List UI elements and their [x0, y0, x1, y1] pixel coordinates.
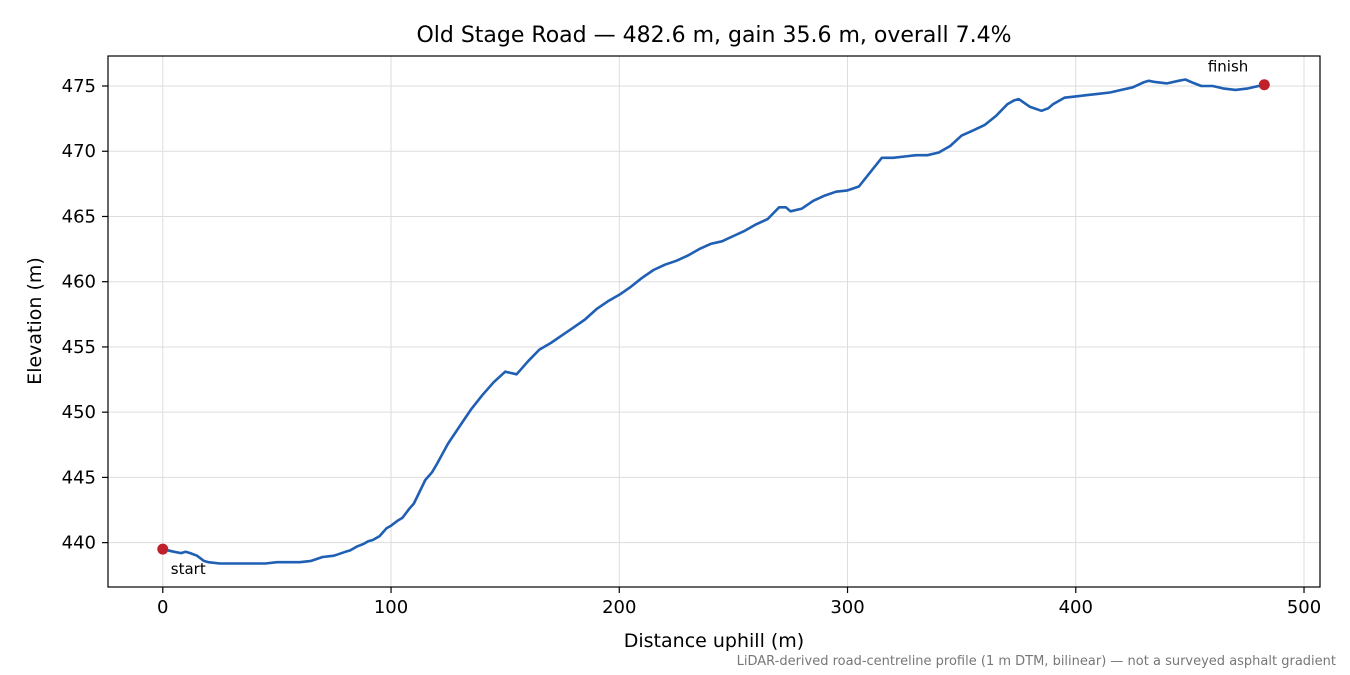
y-tick-label: 455	[62, 337, 96, 358]
plot-frame	[107, 55, 1321, 588]
x-axis-title: Distance uphill (m)	[624, 630, 804, 652]
x-tick-label: 400	[1059, 597, 1093, 618]
x-tick-label: 300	[830, 597, 864, 618]
chart-title: Old Stage Road — 482.6 m, gain 35.6 m, o…	[416, 23, 1011, 48]
y-tick-label: 445	[62, 467, 96, 488]
y-tick-label: 470	[62, 141, 96, 162]
y-axis-title: Elevation (m)	[24, 257, 46, 385]
tick-layer: 0 100 200 300 400 500 440 445 450 455 460 465 470 475	[62, 76, 1322, 618]
start-label: start	[171, 560, 206, 578]
finish-label: finish	[1208, 58, 1248, 76]
x-tick-label: 200	[602, 597, 636, 618]
footnote: LiDAR-derived road-centreline profile (1…	[737, 654, 1336, 669]
x-tick-label: 500	[1287, 597, 1321, 618]
finish-marker	[1258, 79, 1270, 91]
x-tick-label: 0	[157, 597, 168, 618]
y-tick-label: 440	[62, 533, 96, 554]
x-tick-label: 100	[374, 597, 408, 618]
y-tick-label: 465	[62, 206, 96, 227]
y-tick-label: 475	[62, 76, 96, 97]
y-tick-label: 450	[62, 402, 96, 423]
elevation-profile-line	[161, 78, 1266, 565]
y-tick-label: 460	[62, 272, 96, 293]
grid-layer	[108, 56, 1320, 587]
start-marker	[157, 543, 169, 555]
data-layer: start finish	[157, 58, 1270, 578]
